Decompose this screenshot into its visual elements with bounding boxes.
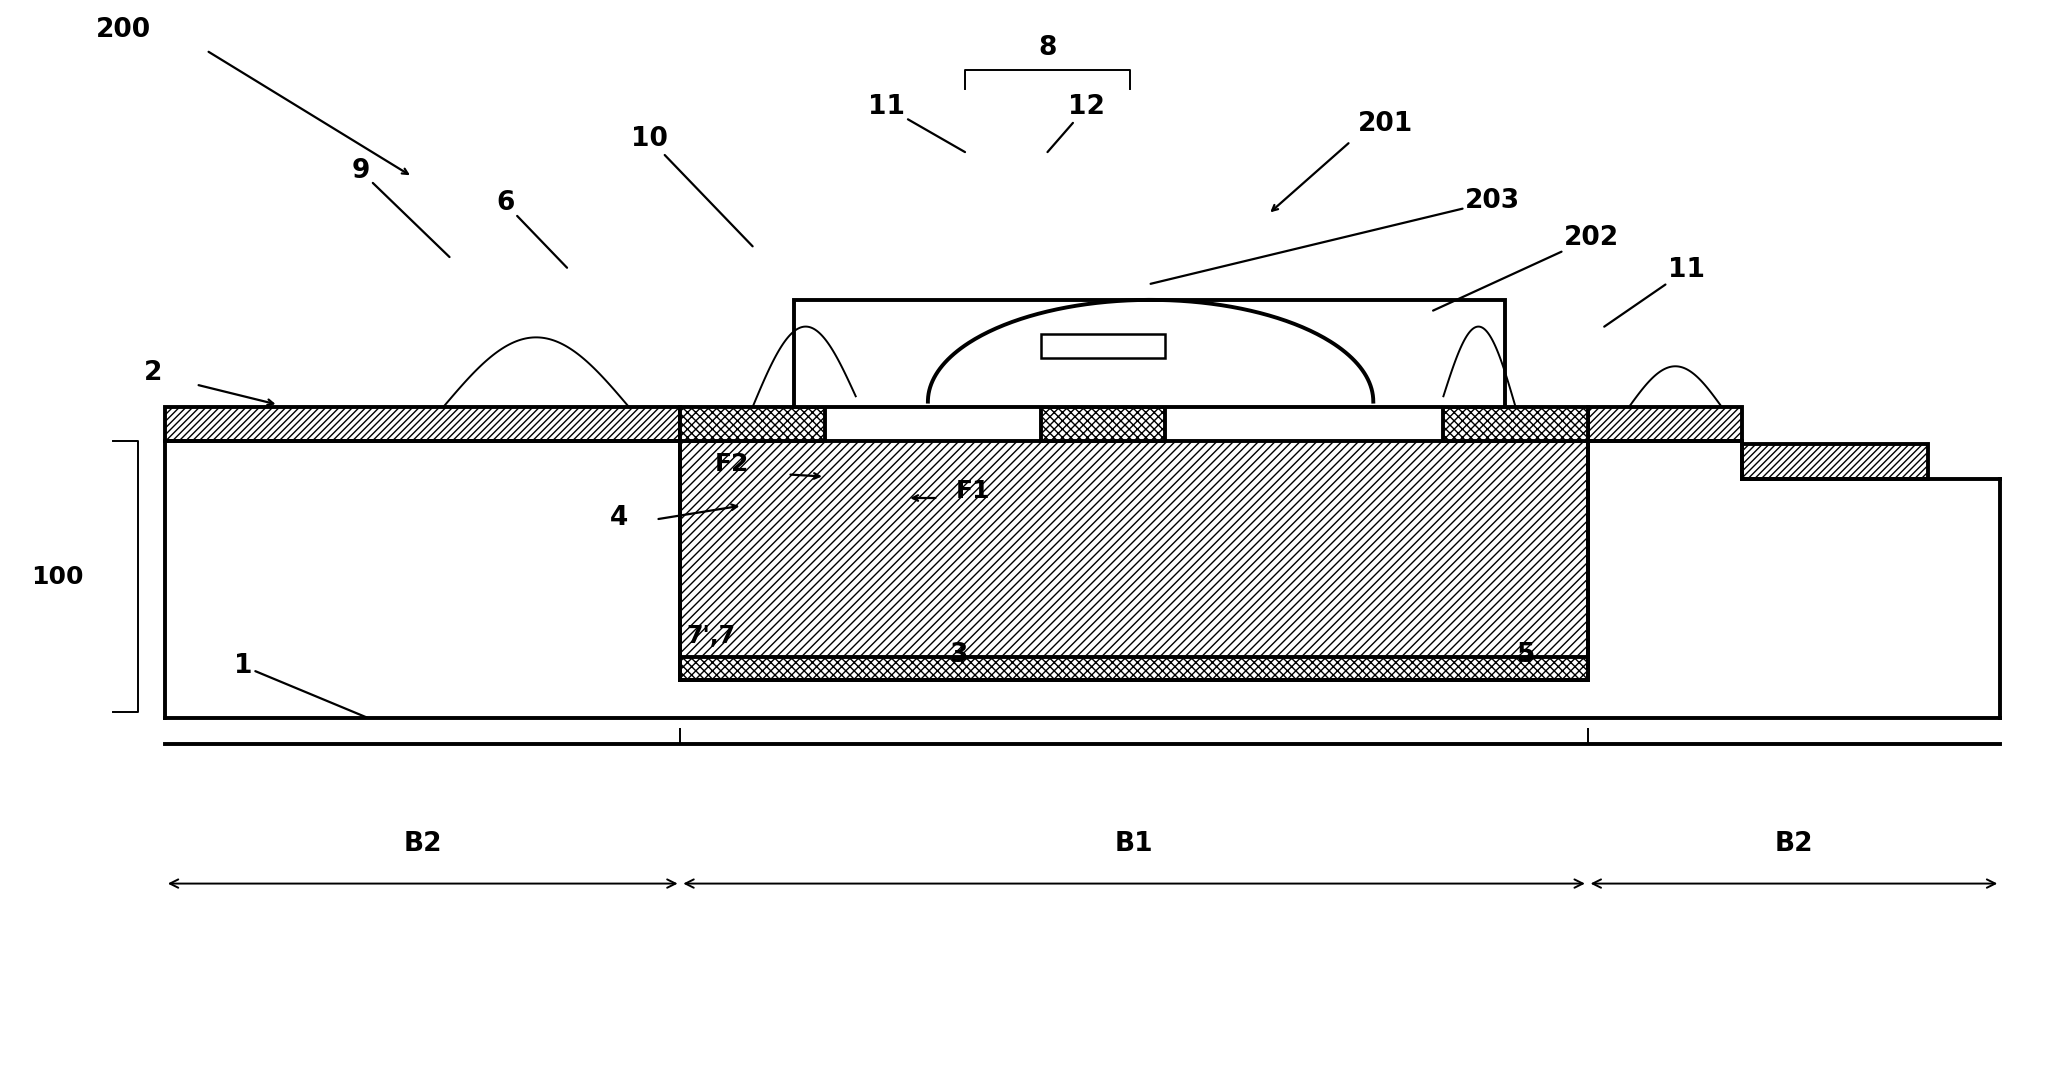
Text: 8: 8 [1039,35,1056,61]
Bar [1588,407,1742,441]
Text: B1: B1 [1116,831,1153,857]
Text: 4: 4 [610,504,627,531]
Bar [680,407,825,441]
Text: 12: 12 [1047,94,1105,152]
Bar [1041,407,1165,441]
Text: 11: 11 [868,94,965,152]
Text: 11: 11 [1604,257,1705,327]
Text: 9: 9 [353,159,450,257]
Bar [1443,407,1588,441]
Bar [1443,407,1588,441]
Text: 6: 6 [497,191,567,268]
Bar [680,657,1588,680]
Bar [1742,444,1928,479]
Text: F2: F2 [716,452,749,477]
Bar [1742,444,1928,479]
Text: 201: 201 [1359,110,1412,137]
Text: B2: B2 [404,831,441,857]
Text: 10: 10 [631,126,753,246]
Text: 3: 3 [951,642,967,668]
Bar [1041,407,1165,441]
Bar [165,407,680,441]
Bar [794,300,1505,407]
Text: F1: F1 [957,479,990,503]
Text: 203: 203 [1151,188,1520,284]
Bar [165,407,680,441]
Bar [680,441,1588,680]
Text: B2: B2 [1775,831,1812,857]
Bar [680,407,825,441]
Text: 7',7: 7',7 [687,623,736,648]
Bar [1041,334,1165,358]
Text: 200: 200 [97,17,151,44]
Text: 5: 5 [1518,642,1534,668]
Text: 2: 2 [144,360,161,387]
Bar [1588,407,1742,441]
Text: 202: 202 [1433,225,1619,311]
Text: 1: 1 [235,653,367,718]
Text: 100: 100 [31,564,85,589]
